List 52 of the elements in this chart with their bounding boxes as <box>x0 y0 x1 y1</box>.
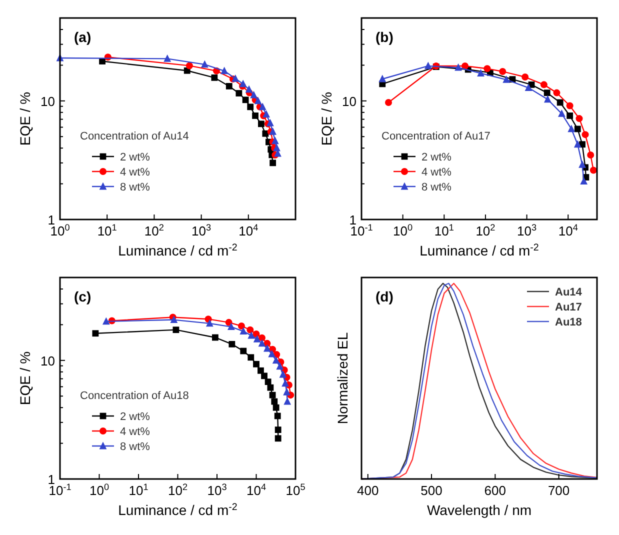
x-axis-title: Luminance / cd m$^{-2}$ <box>118 502 238 518</box>
x-tick-label: 10$^{4}$ <box>238 222 258 238</box>
y-tick-label: 1 <box>48 472 55 487</box>
x-tick-label: 700 <box>548 483 570 498</box>
x-axis-title: Wavelength / nm <box>426 502 532 518</box>
legend-label: 4 wt% <box>120 426 150 438</box>
text: (c) <box>74 288 92 304</box>
legend-label: 2 wt% <box>120 411 150 423</box>
legend-title: Concentration of Au17 <box>382 130 490 142</box>
x-tick-label: 600 <box>484 483 506 498</box>
legend-label: 2 wt% <box>120 152 150 164</box>
x-tick-label: 10$^{4}$ <box>246 482 266 498</box>
y-tick-label: 10 <box>40 94 55 109</box>
x-axis-title: Luminance / cd m$^{-2}$ <box>118 242 238 258</box>
x-tick-label: 10$^{1}$ <box>128 482 148 498</box>
y-axis-title: Normalized EL <box>334 332 350 424</box>
legend-label: Au18 <box>555 316 582 328</box>
x-tick-label: 10$^{0}$ <box>393 222 413 238</box>
x-axis-title: Luminance / cd m$^{-2}$ <box>420 242 539 258</box>
x-tick-label: 10$^{0}$ <box>89 482 110 498</box>
legend-label: 8 wt% <box>120 441 150 453</box>
legend-label: Au14 <box>555 286 583 298</box>
y-axis-title: EQE / % <box>17 351 33 406</box>
text: (a) <box>74 29 92 45</box>
x-tick-label: 10$^{1}$ <box>97 222 117 238</box>
x-tick-label: 10$^{5}$ <box>286 482 306 498</box>
x-tick-label: 10$^{1}$ <box>434 222 454 238</box>
legend-label: Au17 <box>555 302 582 314</box>
chart-title: (d) <box>376 288 394 304</box>
legend-title: Concentration of Au18 <box>80 390 189 402</box>
x-tick-label: 10$^{2}$ <box>168 482 188 498</box>
legend-label: 8 wt% <box>422 182 452 194</box>
x-tick-label: 10$^{3}$ <box>207 482 227 498</box>
x-tick-label: 500 <box>420 483 442 498</box>
y-axis-title: EQE / % <box>17 92 33 146</box>
x-tick-label: 400 <box>357 483 379 498</box>
x-tick-label: 10$^{3}$ <box>517 222 537 238</box>
legend-label: 4 wt% <box>120 166 150 178</box>
x-tick-label: 10$^{3}$ <box>192 222 212 238</box>
text: (b) <box>376 29 394 45</box>
y-tick-label: 10 <box>40 353 55 368</box>
legend-title: Concentration of Au14 <box>80 130 189 142</box>
legend-label: 8 wt% <box>120 182 150 194</box>
x-tick-label: 10$^{2}$ <box>476 222 496 238</box>
legend-label: 2 wt% <box>422 152 452 164</box>
x-tick-label: 10$^{2}$ <box>144 222 164 238</box>
y-tick-label: 1 <box>349 212 356 228</box>
y-axis-title: EQE / % <box>318 92 334 146</box>
y-tick-label: 10 <box>342 94 356 109</box>
legend-label: 4 wt% <box>422 166 452 178</box>
y-tick-label: 1 <box>48 212 55 228</box>
x-tick-label: 10$^{4}$ <box>558 222 578 238</box>
